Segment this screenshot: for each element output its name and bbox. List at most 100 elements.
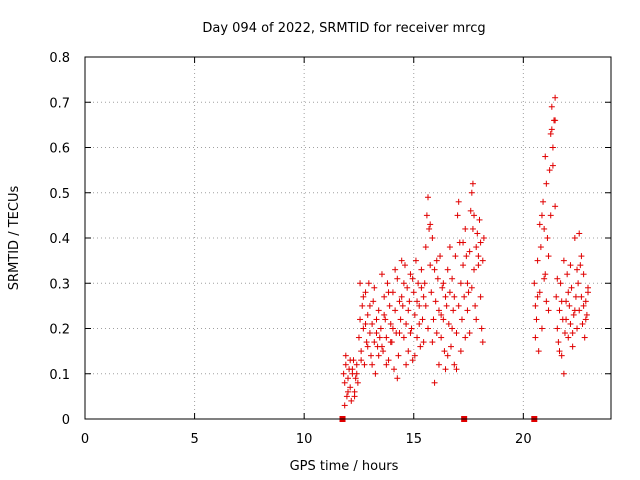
data-point [427,262,434,269]
data-point [399,302,406,309]
data-point [439,284,446,291]
data-point [582,316,589,323]
data-point [455,198,462,205]
data-point [440,280,447,287]
data-point [355,334,362,341]
data-point [434,275,441,282]
data-point [432,298,439,305]
data-point [376,334,383,341]
data-point [477,293,484,300]
data-point [396,298,403,305]
data-point [567,320,574,327]
x-tick-labels: 0 5 10 15 20 [81,432,532,447]
data-point [354,379,361,386]
data-point [560,370,567,377]
data-point [378,343,385,350]
data-point [418,284,425,291]
data-point [372,370,379,377]
data-point [412,257,419,264]
data-point [362,289,369,296]
grid [85,57,611,419]
data-point [342,352,349,359]
y-tick-label: 0.5 [49,187,70,202]
data-point [564,271,571,278]
data-point [433,330,440,337]
data-point [340,370,347,377]
data-point [397,316,404,323]
data-point [392,266,399,273]
data-point [558,352,565,359]
data-point [435,361,442,368]
data-point [381,293,388,300]
y-tick-label: 0.3 [49,277,70,292]
data-point [418,266,425,273]
data-point [421,280,428,287]
data-point [464,307,471,314]
data-point [389,325,396,332]
data-point [457,280,464,287]
data-point [387,339,394,346]
y-tick-label: 0.4 [49,232,70,247]
data-point [479,257,486,264]
data-point [380,348,387,355]
data-point [444,352,451,359]
data-point [420,293,427,300]
data-point [382,316,389,323]
data-point [478,325,485,332]
x-tick-label: 0 [81,432,89,447]
data-point [460,239,467,246]
data-point [437,253,444,260]
data-point [424,194,431,201]
data-point [394,375,401,382]
data-point [341,402,348,409]
data-point [576,307,583,314]
data-point [571,235,578,241]
data-point [548,126,555,133]
data-point [555,339,562,346]
data-point [575,280,582,287]
data-point [441,348,448,355]
data-point [361,361,368,368]
data-point [358,348,365,355]
data-point [383,361,390,368]
data-point [536,221,543,228]
data-point [469,225,476,232]
data-point [474,230,481,237]
data-point [542,153,549,160]
data-point [460,262,467,269]
data-point [454,212,461,219]
data-point [566,302,573,309]
data-point [422,302,429,309]
data-point [443,302,450,309]
data-point [403,361,410,368]
data-point [472,302,479,309]
data-point [579,320,586,327]
data-point [371,284,378,291]
data-point [343,393,350,400]
data-point [341,379,348,386]
data-point [395,352,402,359]
data-point [363,339,370,346]
data-point [552,117,559,124]
x-tick-label: 15 [405,432,422,447]
data-point [549,144,556,151]
data-point [360,325,367,332]
data-point [405,307,412,314]
data-point [469,180,476,187]
data-point [351,393,358,400]
data-point [546,167,553,174]
data-point [545,307,552,314]
data-point [409,357,416,364]
data-point [466,330,473,337]
data-point [560,257,567,264]
data-point [345,375,351,382]
data-point [423,212,430,219]
data-point [468,189,475,196]
data-point [435,307,442,314]
data-point [556,348,563,355]
data-point [455,302,462,309]
data-point [458,316,465,323]
data-point [462,334,469,341]
data-point [563,316,570,323]
